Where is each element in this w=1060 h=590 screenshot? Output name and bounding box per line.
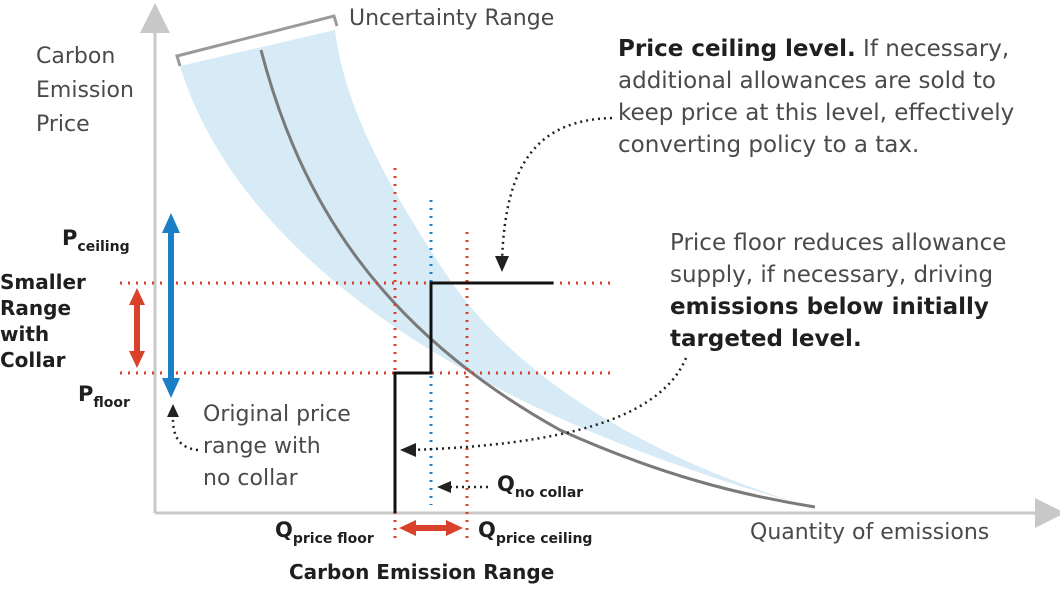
emission-range-arrowhead-left — [399, 520, 416, 536]
ceiling-annotation-line-2: additional allowances are sold to — [618, 68, 997, 94]
p-floor-sub: floor — [93, 395, 130, 411]
floor-annotation-bold-1: emissions below initially — [670, 294, 989, 320]
q-nocollar-main: Q — [497, 472, 515, 496]
ceiling-annotation-bold: Price ceiling level. — [618, 36, 856, 62]
q-floor-sub: price floor — [292, 531, 374, 547]
smaller-range-label-2: Range — [0, 296, 72, 320]
y-axis-label-3: Price — [36, 112, 90, 137]
original-annotation-arrowhead — [167, 404, 179, 417]
floor-annotation-bold-2: targeted level. — [670, 326, 862, 352]
p-ceiling-label: Pceiling — [62, 226, 130, 255]
y-axis-label-2: Emission — [36, 78, 134, 103]
floor-annotation-arrowhead — [400, 443, 416, 457]
ceiling-annotation-text-1: If necessary, — [855, 36, 1010, 62]
floor-annotation-line-1: Price floor reduces allowance — [670, 230, 1007, 256]
nocollar-annotation-arrowhead — [437, 481, 451, 493]
original-range-label-2: range with — [203, 434, 321, 459]
uncertainty-range-label: Uncertainty Range — [349, 6, 555, 31]
p-ceiling-main: P — [62, 226, 78, 250]
q-ceiling-sub: price ceiling — [495, 531, 593, 547]
floor-annotation-line-2: supply, if necessary, driving — [670, 262, 994, 288]
uncertainty-bracket — [175, 14, 339, 67]
x-axis-label: Quantity of emissions — [750, 520, 990, 545]
q-floor-main: Q — [275, 518, 293, 542]
q-ceiling-label: Qprice ceiling — [478, 518, 592, 547]
demand-curve — [259, 49, 816, 509]
q-nocollar-label: Qno collar — [497, 472, 583, 501]
smaller-range-label-3: with — [0, 322, 50, 346]
ceiling-annotation-line-3: keep price at this level, effectively — [618, 100, 1015, 126]
smaller-range-label-4: Collar — [0, 348, 66, 372]
smaller-range-label-1: Smaller — [0, 270, 86, 294]
original-range-label-1: Original price — [203, 402, 351, 427]
emission-range-label: Carbon Emission Range — [289, 560, 555, 584]
ceiling-annotation-arrowhead — [495, 256, 509, 272]
emission-range-arrowhead-right — [446, 520, 463, 536]
p-floor-label: Pfloor — [78, 382, 130, 411]
y-axis-label-1: Carbon — [36, 44, 116, 69]
original-range-arrowhead-bottom — [162, 378, 180, 398]
ceiling-annotation-arrow — [500, 116, 613, 263]
q-nocollar-sub: no collar — [514, 485, 584, 501]
ceiling-annotation-line-4: converting policy to a tax. — [618, 132, 920, 158]
collar-range-arrowhead-top — [129, 288, 145, 305]
p-ceiling-sub: ceiling — [77, 239, 130, 255]
supply-step-line — [393, 281, 553, 513]
uncertainty-band — [180, 30, 815, 508]
original-range-label-3: no collar — [203, 466, 298, 491]
collar-range-arrowhead-bottom — [129, 351, 145, 368]
q-floor-label: Qprice floor — [275, 518, 374, 547]
p-floor-main: P — [78, 382, 94, 406]
q-ceiling-main: Q — [478, 518, 496, 542]
original-range-arrowhead-top — [162, 213, 180, 233]
ceiling-annotation-line-1: Price ceiling level. If necessary, — [618, 36, 1009, 62]
original-annotation-arrow — [171, 413, 199, 452]
